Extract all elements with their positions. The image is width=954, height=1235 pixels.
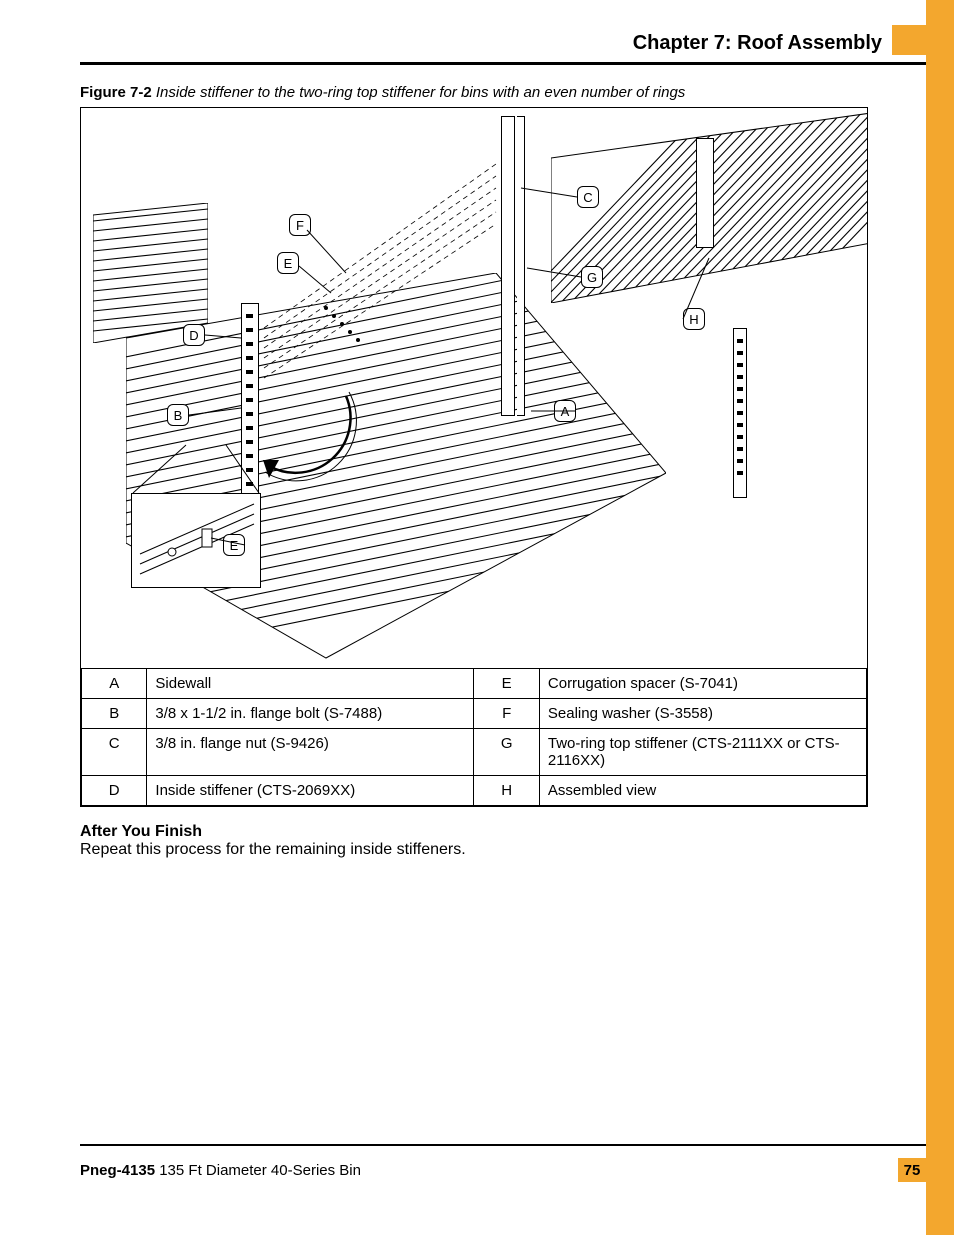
figure-box: A B C D E E F G H	[80, 107, 868, 807]
callout-E2: E	[223, 534, 245, 556]
zoom-leaders	[131, 443, 271, 503]
content-area: Figure 7-2 Inside stiffener to the two-r…	[80, 84, 870, 859]
footer-doc-title: 135 Ft Diameter 40-Series Bin	[159, 1162, 361, 1179]
parts-key: A	[82, 669, 147, 699]
table-row: A Sidewall E Corrugation spacer (S-7041)	[82, 669, 867, 699]
parts-val: 3/8 x 1-1/2 in. flange bolt (S-7488)	[147, 699, 474, 729]
parts-key: B	[82, 699, 147, 729]
figure-caption: Figure 7-2 Inside stiffener to the two-r…	[80, 84, 870, 101]
parts-val: 3/8 in. flange nut (S-9426)	[147, 729, 474, 776]
parts-key: D	[82, 776, 147, 806]
table-row: C 3/8 in. flange nut (S-9426) G Two-ring…	[82, 729, 867, 776]
right-accent-bar	[926, 0, 954, 1235]
footer-rule	[80, 1144, 926, 1146]
parts-table: A Sidewall E Corrugation spacer (S-7041)…	[81, 668, 867, 806]
callout-H: H	[683, 308, 705, 330]
top-accent-block	[892, 25, 926, 55]
callout-C: C	[577, 186, 599, 208]
figure-caption-text: Inside stiffener to the two-ring top sti…	[156, 84, 685, 101]
parts-key: E	[474, 669, 539, 699]
parts-key: C	[82, 729, 147, 776]
footer-doc-id: Pneg-4135	[80, 1162, 155, 1179]
callout-F: F	[289, 214, 311, 236]
assembled-stiffener-top	[696, 138, 714, 248]
table-row: D Inside stiffener (CTS-2069XX) H Assemb…	[82, 776, 867, 806]
callout-G: G	[581, 266, 603, 288]
parts-val: Inside stiffener (CTS-2069XX)	[147, 776, 474, 806]
table-row: B 3/8 x 1-1/2 in. flange bolt (S-7488) F…	[82, 699, 867, 729]
callout-B: B	[167, 404, 189, 426]
parts-key: G	[474, 729, 539, 776]
parts-val: Sidewall	[147, 669, 474, 699]
parts-val: Sealing washer (S-3558)	[539, 699, 866, 729]
footer-doc-info: Pneg-4135 135 Ft Diameter 40-Series Bin	[80, 1162, 361, 1179]
callout-A: A	[554, 400, 576, 422]
assembly-diagram: A B C D E E F G H	[81, 108, 867, 668]
chapter-title: Chapter 7: Roof Assembly	[633, 32, 882, 55]
bolt-column-right	[733, 333, 747, 493]
after-finish-section: After You Finish Repeat this process for…	[80, 823, 870, 859]
parts-key: H	[474, 776, 539, 806]
figure-label: Figure 7-2	[80, 84, 152, 101]
page: Chapter 7: Roof Assembly Figure 7-2 Insi…	[0, 0, 954, 1235]
parts-val: Corrugation spacer (S-7041)	[539, 669, 866, 699]
page-footer: Pneg-4135 135 Ft Diameter 40-Series Bin …	[80, 1144, 926, 1179]
after-finish-body: Repeat this process for the remaining in…	[80, 841, 870, 859]
parts-key: F	[474, 699, 539, 729]
header-rule	[80, 62, 926, 65]
callout-E: E	[277, 252, 299, 274]
callout-D: D	[183, 324, 205, 346]
after-finish-heading: After You Finish	[80, 823, 870, 841]
parts-val: Assembled view	[539, 776, 866, 806]
parts-val: Two-ring top stiffener (CTS-2111XX or CT…	[539, 729, 866, 776]
page-number: 75	[898, 1158, 926, 1182]
top-stiffener-vert2	[517, 116, 525, 416]
